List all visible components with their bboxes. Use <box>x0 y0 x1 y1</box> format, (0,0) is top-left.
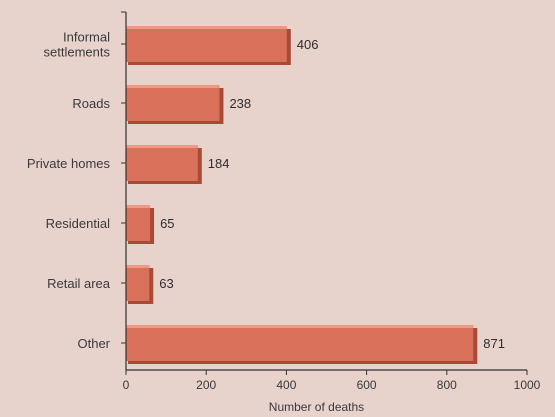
bar <box>126 265 150 301</box>
category-label: Residential <box>46 216 110 231</box>
x-tick-label: 1000 <box>514 378 541 392</box>
x-tick-label: 800 <box>437 378 457 392</box>
bar-highlight <box>126 325 474 328</box>
category-label: Informal settlements <box>44 30 111 60</box>
data-label: 406 <box>297 37 319 52</box>
x-axis-title: Number of deaths <box>269 400 364 414</box>
bar-highlight <box>126 85 220 88</box>
category-label: Private homes <box>27 156 111 171</box>
bar <box>126 145 198 181</box>
data-label: 238 <box>229 96 251 111</box>
axes-group <box>125 12 527 371</box>
data-label: 63 <box>159 276 173 291</box>
x-tick-label: 600 <box>357 378 377 392</box>
bar <box>126 85 220 121</box>
bar-highlight <box>126 265 150 268</box>
bar <box>126 26 287 62</box>
x-tick-label: 400 <box>276 378 296 392</box>
bar-highlight <box>126 205 151 208</box>
category-label: Other <box>77 336 110 351</box>
bars-group <box>126 26 478 364</box>
bar <box>126 205 151 241</box>
bar-highlight <box>126 26 287 29</box>
data-label: 184 <box>208 156 230 171</box>
bar <box>126 325 474 361</box>
x-tick-label: 200 <box>196 378 216 392</box>
labels-group: 406 Informal settlements 238 Roads 184 Private… <box>27 11 541 392</box>
x-tick-label: 0 <box>123 378 130 392</box>
data-label: 871 <box>483 336 505 351</box>
category-label: Retail area <box>47 276 111 291</box>
bar-highlight <box>126 145 198 148</box>
data-label: 65 <box>160 216 174 231</box>
category-label: Roads <box>72 96 110 111</box>
